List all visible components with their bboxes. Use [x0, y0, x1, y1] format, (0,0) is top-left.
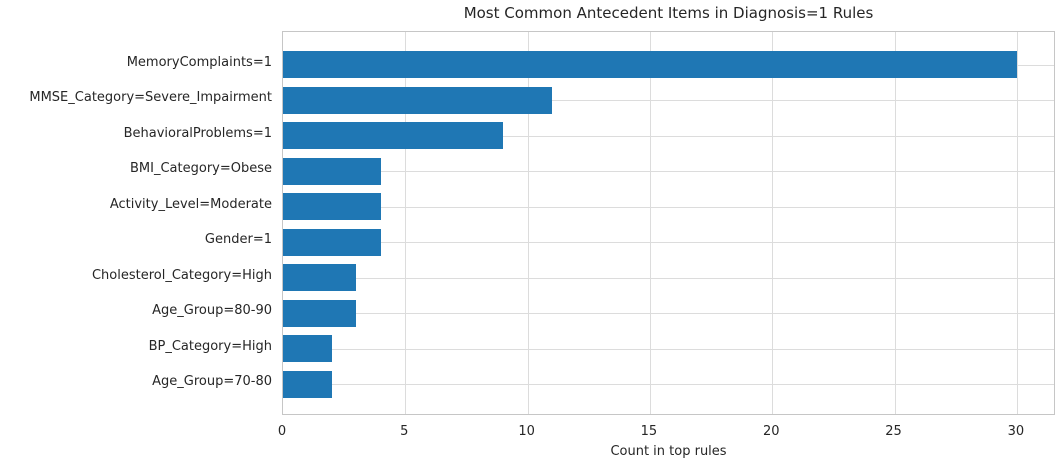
- y-gridline: [283, 171, 1054, 172]
- bar-Age_Group=70-80: [283, 370, 332, 398]
- y-gridline: [283, 135, 1054, 137]
- category-label: MemoryComplaints=1: [126, 54, 272, 70]
- x-tick-label-25: 25: [885, 424, 902, 439]
- y-axis-labels: MemoryComplaints=1 MMSE_Category=Severe_I…: [0, 0, 272, 470]
- x-tick-label-10: 10: [518, 424, 535, 439]
- x-tick-label-5: 5: [400, 424, 409, 439]
- bar-Cholesterol_Category=High: [283, 264, 357, 291]
- y-gridline: [283, 348, 1054, 350]
- category-label: BehavioralProblems=1: [123, 125, 272, 141]
- x-axis-label: Count in top rules: [610, 444, 727, 459]
- category-label: Cholesterol_Category=High: [91, 267, 272, 283]
- x-gridline-10: [527, 32, 529, 414]
- bar-Gender=1: [283, 228, 381, 256]
- x-gridline-20: [772, 32, 774, 414]
- y-gridline: [283, 384, 1054, 385]
- y-gridline: [283, 100, 1054, 101]
- x-gridline-5: [405, 32, 407, 414]
- chart-title: Most Common Antecedent Items in Diagnosi…: [463, 4, 874, 22]
- y-gridline: [283, 242, 1054, 243]
- bar-BMI_Category=Obese: [283, 157, 381, 185]
- category-label: BMI_Category=Obese: [130, 161, 272, 176]
- plot-area: [282, 31, 1055, 415]
- category-label: MMSE_Category=Severe_Impairment: [29, 90, 272, 105]
- x-gridline-15: [649, 32, 651, 414]
- y-gridline: [283, 206, 1054, 208]
- x-tick-label-15: 15: [640, 424, 658, 439]
- bar-BehavioralProblems=1: [283, 122, 504, 149]
- category-label: Activity_Level=Moderate: [109, 196, 272, 212]
- y-gridline: [283, 313, 1054, 314]
- x-gridline-25: [894, 32, 896, 414]
- category-label: BP_Category=High: [148, 338, 272, 354]
- bar-Age_Group=80-90: [283, 299, 357, 327]
- category-label: Age_Group=80-90: [152, 303, 272, 318]
- x-tick-label-20: 20: [762, 424, 780, 439]
- bar-BP_Category=High: [283, 335, 332, 362]
- y-gridline: [283, 277, 1054, 279]
- x-gridline-30: [1016, 32, 1018, 414]
- bar-MMSE_Category=Severe_Impairment: [283, 86, 553, 114]
- x-tick-label-30: 30: [1007, 424, 1025, 439]
- x-tick-label-0: 0: [277, 424, 287, 439]
- category-label: Age_Group=70-80: [152, 374, 272, 389]
- bar-Activity_Level=Moderate: [283, 193, 381, 220]
- bar-MemoryComplaints=1: [283, 51, 1017, 78]
- category-label: Gender=1: [204, 232, 272, 247]
